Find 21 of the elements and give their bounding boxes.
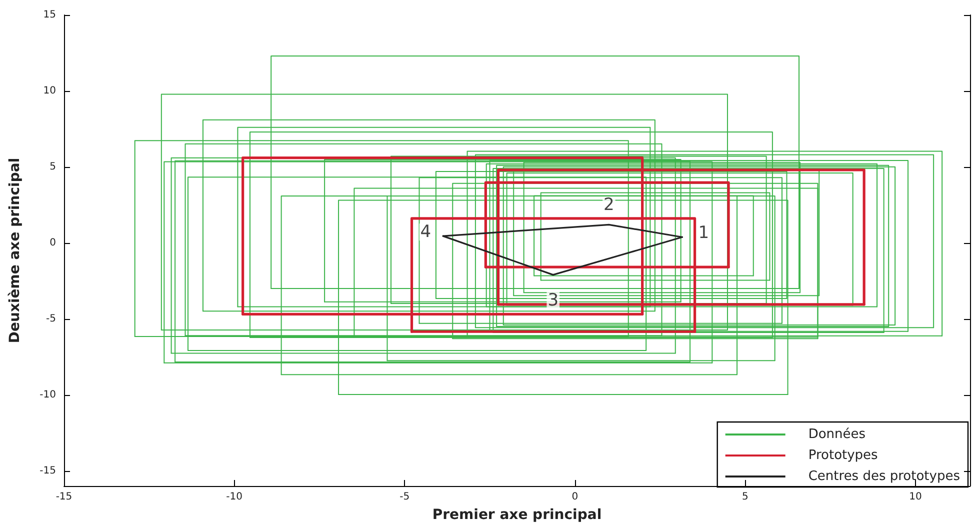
legend-label: Données: [808, 427, 866, 442]
annotation: 2: [604, 195, 614, 216]
x-axis-title: Premier axe principal: [432, 507, 602, 523]
y-tick-label: -10: [40, 389, 56, 400]
annotation: 3: [548, 290, 559, 310]
y-tick-label: -15: [40, 465, 56, 476]
x-tick-label: -10: [226, 492, 242, 502]
y-tick-label: 5: [50, 161, 56, 172]
legend-label: Prototypes: [808, 448, 878, 463]
y-tick-label: 15: [43, 10, 56, 20]
annotation: 1: [698, 223, 710, 244]
annotation: 4: [420, 222, 432, 242]
x-tick-label: 10: [909, 492, 922, 502]
legend-label: Centres des prototypes: [808, 469, 960, 484]
y-tick-label: 0: [50, 237, 56, 248]
y-tick-label: 10: [43, 85, 56, 96]
x-tick-label: 5: [742, 492, 748, 502]
y-axis-title: Deuxième axe principal: [7, 158, 23, 344]
x-tick-label: 0: [572, 492, 578, 502]
y-tick-label: -5: [46, 313, 56, 324]
x-tick-label: -5: [400, 492, 410, 502]
